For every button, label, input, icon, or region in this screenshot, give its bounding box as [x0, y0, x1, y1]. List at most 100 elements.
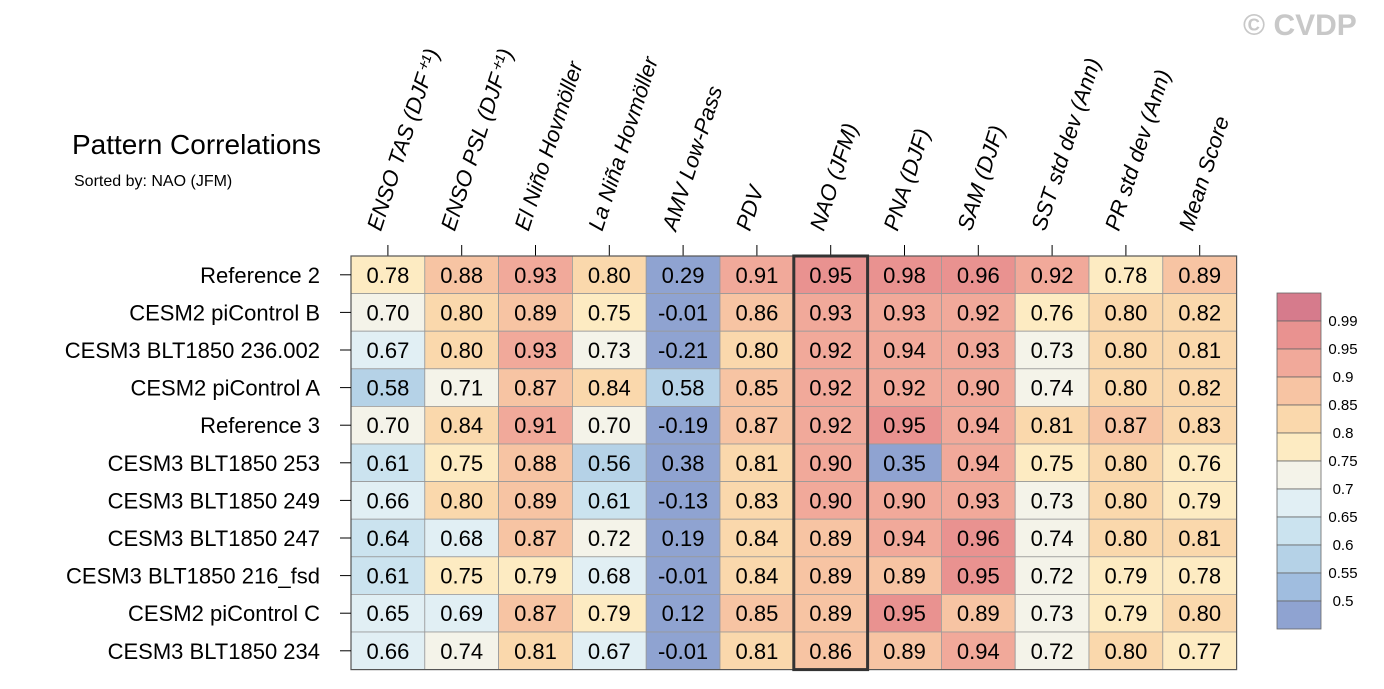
heatmap-cell — [719, 368, 795, 407]
heatmap-cell — [424, 556, 499, 595]
cell-value: -0.01 — [658, 300, 708, 325]
column-label: PNA (DJF) — [878, 125, 934, 233]
cell-value: 0.78 — [1178, 564, 1221, 589]
heatmap-cell — [1162, 255, 1238, 294]
cell-value: 0.70 — [366, 300, 409, 325]
cell-value: 0.92 — [957, 300, 1000, 325]
cell-value: 0.87 — [514, 601, 557, 626]
cell-value: 0.89 — [883, 564, 926, 589]
heatmap-cell — [867, 481, 942, 520]
cell-value: 0.91 — [514, 413, 557, 438]
heatmap-cell — [498, 443, 573, 482]
cell-value: 0.75 — [440, 564, 483, 589]
cell-value: 0.80 — [735, 338, 778, 363]
heatmap-cell — [424, 594, 499, 633]
heatmap-cell — [719, 594, 795, 633]
cell-value: 0.90 — [957, 376, 1000, 401]
cell-value: 0.90 — [883, 488, 926, 513]
cell-value: 0.84 — [735, 526, 778, 551]
heatmap-cell — [498, 405, 573, 445]
cell-value: 0.76 — [1031, 300, 1074, 325]
heatmap-cell — [645, 631, 721, 670]
heatmap-cell — [793, 405, 868, 445]
cell-value: 0.35 — [883, 451, 926, 476]
colorbar-segment — [1276, 376, 1322, 406]
colorbar-segment — [1276, 460, 1322, 490]
cell-value: 0.94 — [957, 413, 1000, 438]
heatmap-cell — [645, 443, 721, 482]
cell-value: 0.84 — [588, 376, 631, 401]
colorbar-segment — [1276, 292, 1322, 322]
cell-value: 0.93 — [514, 263, 557, 288]
highlight-column-box — [792, 254, 870, 672]
cell-value: 0.70 — [588, 413, 631, 438]
cell-value: 0.93 — [883, 300, 926, 325]
heatmap-cell — [1014, 293, 1090, 332]
row-label: CESM3 BLT1850 234 — [108, 639, 320, 664]
cell-value: 0.81 — [1178, 526, 1221, 551]
cell-value: 0.73 — [588, 338, 631, 363]
heatmap-cell — [1162, 330, 1238, 370]
cell-value: 0.93 — [514, 338, 557, 363]
row-label: CESM3 BLT1850 253 — [108, 451, 320, 476]
cell-value: 0.95 — [809, 263, 852, 288]
cell-value: 0.96 — [957, 263, 1000, 288]
cell-value: 0.79 — [1178, 488, 1221, 513]
column-label: SAM (DJF) — [952, 122, 1009, 233]
cell-value: -0.13 — [658, 488, 708, 513]
cell-value: 0.58 — [662, 376, 705, 401]
colorbar-segment — [1276, 432, 1322, 462]
heatmap-cell — [1162, 293, 1238, 332]
heatmap-cell — [941, 443, 1016, 482]
cell-value: 0.94 — [957, 451, 1000, 476]
cell-value: 0.74 — [1031, 526, 1074, 551]
heatmap-cell — [1088, 518, 1164, 558]
cell-value: 0.76 — [1178, 451, 1221, 476]
heatmap-cell — [1088, 405, 1164, 445]
heatmap-cell — [350, 443, 426, 482]
heatmap-cell — [941, 518, 1016, 558]
cell-value: 0.94 — [883, 526, 926, 551]
cell-value: 0.67 — [588, 639, 631, 664]
cell-value: 0.84 — [440, 413, 483, 438]
heatmap-cell — [1014, 255, 1090, 294]
cell-value: 0.58 — [366, 376, 409, 401]
cell-value: 0.88 — [514, 451, 557, 476]
heatmap-cell — [867, 293, 942, 332]
cell-value: 0.89 — [809, 526, 852, 551]
cell-value: 0.79 — [1104, 601, 1147, 626]
cell-value: 0.98 — [883, 263, 926, 288]
heatmap-cell — [719, 631, 795, 670]
heatmap-cell — [1162, 518, 1238, 558]
chart-subtitle: Sorted by: NAO (JFM) — [74, 173, 232, 190]
column-label: NAO (JFM) — [805, 120, 863, 233]
cell-value: 0.81 — [514, 639, 557, 664]
cell-value: 0.78 — [1104, 263, 1147, 288]
heatmap-cell — [793, 518, 868, 558]
cell-value: 0.80 — [1104, 639, 1147, 664]
cell-value: 0.84 — [735, 564, 778, 589]
cell-value: -0.01 — [658, 639, 708, 664]
row-labels: Reference 2 CESM2 piControl B CESM3 BLT185… — [65, 263, 351, 664]
heatmap-cell — [941, 481, 1016, 520]
column-labels: ENSO TAS (DJF⁺¹)ENSO PSL (DJF⁺¹)El Niño … — [362, 45, 1234, 256]
cell-value: 0.89 — [957, 601, 1000, 626]
cell-value: 0.93 — [957, 338, 1000, 363]
cell-value: 0.66 — [366, 639, 409, 664]
cell-value: 0.72 — [1031, 639, 1074, 664]
cell-value: 0.87 — [514, 526, 557, 551]
heatmap-cell — [572, 481, 647, 520]
cell-value: 0.68 — [588, 564, 631, 589]
colorbar-segment — [1276, 516, 1322, 546]
heatmap-cell — [1088, 481, 1164, 520]
heatmap-cell — [350, 481, 426, 520]
cell-value: 0.85 — [735, 601, 778, 626]
heatmap-cell — [1014, 405, 1090, 445]
cell-value: 0.82 — [1178, 376, 1221, 401]
cell-value: 0.78 — [366, 263, 409, 288]
heatmap-cell — [645, 368, 721, 407]
heatmap-cell — [645, 481, 721, 520]
cell-value: 0.67 — [366, 338, 409, 363]
heatmap-cell — [1088, 330, 1164, 370]
